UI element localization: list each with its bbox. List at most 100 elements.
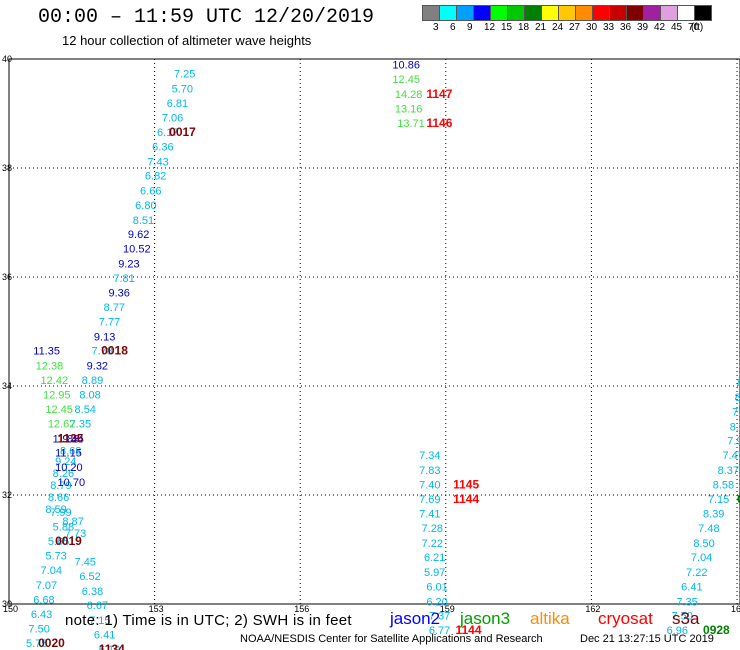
wave-height-value: 9.62	[128, 229, 149, 241]
legend-entry-cryosat: cryosat	[598, 609, 653, 628]
wave-height-value: 7.04	[691, 552, 712, 564]
pass-time-label: 1134	[99, 642, 125, 650]
color-scale-label: 42	[654, 22, 666, 33]
wave-height-value: 13.71	[397, 118, 425, 130]
wave-height-value: 9.23	[118, 258, 139, 270]
wave-height-value: 7.25	[174, 69, 195, 81]
wave-height-value: 8.89	[82, 375, 103, 387]
wave-height-value: 5.70	[172, 83, 193, 95]
wave-height-value: 7.50	[671, 610, 692, 622]
wave-observations: 7.25 5.70 6.81 7.06 6.17 6.36 7.43 6.82 6.66 6.80…	[26, 59, 740, 650]
wave-height-value: 11.83	[53, 433, 80, 445]
wave-height-value: 6.81	[167, 98, 188, 110]
wave-height-value: 8.39	[730, 421, 740, 433]
color-scale-label: 9	[467, 22, 473, 33]
wave-height-value: 14.28	[395, 89, 423, 101]
wave-height-value: 7.47	[722, 450, 740, 462]
color-scale-label: 33	[603, 22, 615, 33]
wave-height-value: 10.52	[123, 244, 151, 256]
pass-time-label: 1146	[426, 116, 452, 130]
lon-tick-label: 153	[149, 604, 164, 614]
wave-height-value: 7.34	[419, 450, 440, 462]
wave-height-value: 12.38	[36, 360, 64, 372]
lat-tick-label: 40	[2, 54, 12, 64]
wave-height-value: 7.28	[422, 523, 443, 535]
map-subtitle: 12 hour collection of altimeter wave hei…	[62, 33, 312, 48]
axis-ticks: 150 153 156 159 162 165 30 32 34 36 38 40	[2, 54, 740, 614]
color-scale-label: 30	[586, 22, 598, 33]
lat-tick-label: 36	[2, 272, 12, 282]
pass-time-label: 0019	[55, 534, 82, 548]
wave-height-value: 6.68	[33, 595, 54, 607]
pass-time-label: 1144	[456, 623, 482, 637]
wave-height-value: 9.36	[108, 287, 129, 299]
wave-height-value: 8.	[735, 392, 740, 404]
wave-height-value: 7.43	[147, 156, 168, 168]
wave-height-value: 7.07	[36, 580, 57, 592]
lat-tick-label: 32	[2, 490, 12, 500]
wave-height-value: 11.15	[55, 447, 82, 459]
color-scale-label: 45	[671, 22, 683, 33]
wave-height-value: 8.79	[50, 480, 71, 492]
legend-entry-s3a: s3a	[672, 609, 700, 628]
wave-height-value: 7.45	[75, 556, 96, 568]
color-scale-label: 27	[569, 22, 581, 33]
pass-time-label: 1147	[426, 87, 452, 101]
wave-height-value: 7.15	[708, 494, 729, 506]
pass-time-label: 1144	[453, 492, 479, 506]
pass-time-label: 09	[737, 492, 740, 506]
wave-height-value: 8.51	[133, 215, 154, 227]
wave-height-value: 7.69	[419, 494, 440, 506]
footnote: note: 1) Time is in UTC; 2) SWH is in fe…	[65, 612, 352, 629]
wave-height-value: 8.77	[104, 302, 125, 314]
wave-height-value: 6.66	[140, 185, 161, 197]
wave-height-value: 12.45	[45, 404, 73, 416]
color-scale-swatch	[694, 5, 712, 21]
color-scale-label: 18	[518, 22, 530, 33]
pass-time-label: 0018	[101, 344, 128, 358]
legend-entry-altika: altika	[530, 609, 570, 628]
plot-frame	[8, 58, 740, 605]
color-scale-label: 21	[535, 22, 547, 33]
wave-height-value: 9.13	[94, 331, 115, 343]
wave-height-value: 9.24	[55, 456, 76, 468]
wave-height-value: 5.88	[53, 522, 74, 534]
wave-height-value: 6.10	[99, 644, 120, 650]
lat-tick-label: 38	[2, 163, 12, 173]
wave-height-value: 8.58	[713, 480, 734, 492]
wave-height-value: 7.22	[686, 567, 707, 579]
wave-height-value: 10.70	[58, 477, 86, 489]
wave-height-value: 8.50	[693, 538, 714, 550]
wave-height-value: 7.15	[89, 615, 110, 627]
map-grid	[9, 59, 740, 604]
lat-tick-label: 34	[2, 381, 12, 391]
wave-height-value: 6.80	[135, 200, 156, 212]
wave-height-value: 6.38	[82, 586, 103, 598]
wave-height-value: 6.20	[426, 596, 447, 608]
lon-tick-label: 156	[294, 604, 309, 614]
legend-entry-jason2: jason2	[390, 609, 441, 628]
wave-height-value: 8.54	[75, 404, 96, 416]
wave-height-value: 6.43	[31, 609, 52, 621]
wave-height-value: 6.21	[424, 552, 445, 564]
wave-height-value: 12.62	[48, 419, 76, 431]
wave-height-value: 7.48	[698, 523, 719, 535]
map-title: 00:00 – 11:59 UTC 12/20/2019	[38, 6, 375, 29]
wave-height-value: 6.82	[145, 171, 166, 183]
wave-height-value: 6.52	[79, 571, 100, 583]
color-scale-label: 39	[637, 22, 649, 33]
wave-height-value: 7.81	[113, 273, 134, 285]
wave-height-value: 7.35	[676, 596, 697, 608]
wave-height-value: 8.39	[703, 509, 724, 521]
wave-height-value: 7.90	[727, 436, 740, 448]
wave-height-value: 8.37	[718, 465, 739, 477]
lon-tick-label: 159	[440, 604, 455, 614]
wave-height-value: 7.06	[162, 112, 183, 124]
legend-entry-jason3: jason3	[460, 609, 511, 628]
lon-tick-label: 150	[3, 604, 18, 614]
wave-height-value: 7.73	[65, 528, 86, 540]
pass-time-labels: 0017001811350019002011341133114711461145…	[38, 87, 740, 650]
wave-height-value: 6.67	[87, 600, 108, 612]
color-scale-label: 12	[484, 22, 496, 33]
